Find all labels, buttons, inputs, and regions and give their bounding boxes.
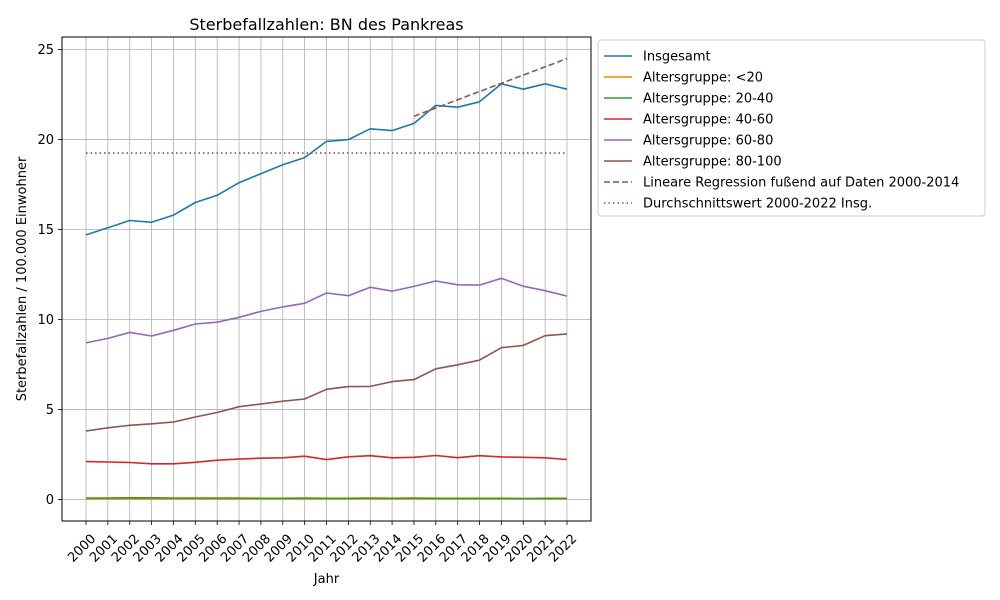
legend-label: Lineare Regression fußend auf Daten 2000… (643, 176, 959, 191)
legend-label: Altersgruppe: 80-100 (643, 155, 782, 170)
legend: Insgesamt Altersgruppe: <20 Altersgruppe: … (597, 39, 986, 217)
legend-label: Durchschnittswert 2000-2022 Insg. (643, 197, 872, 212)
chart-title: Sterbefallzahlen: BN des Pankreas (189, 15, 463, 34)
legend-label: Altersgruppe: 60-80 (643, 134, 773, 149)
legend-label: Insgesamt (643, 50, 711, 65)
legend-label: Altersgruppe: 40-60 (643, 113, 773, 128)
x-axis: 2000200120022003200420052006200720082009… (65, 521, 580, 566)
legend-label: Altersgruppe: <20 (643, 71, 763, 86)
y-tick-label: 15 (37, 223, 54, 238)
series-line-5 (85, 333, 568, 432)
y-tick-label: 5 (46, 403, 54, 418)
y-tick-label: 0 (46, 493, 54, 508)
y-axis-title: Sterbefallzahlen / 100.000 Einwohner (15, 156, 30, 401)
series-lines (85, 57, 568, 500)
y-tick-label: 20 (37, 133, 54, 148)
series-line-4 (85, 277, 568, 344)
legend-label: Altersgruppe: 20-40 (643, 92, 773, 107)
legend-box (597, 39, 986, 217)
y-axis: 0 5 10 15 20 25 (37, 43, 62, 508)
series-line-2 (86, 496, 567, 500)
y-tick-label: 10 (37, 313, 54, 328)
grid (62, 37, 591, 521)
x-axis-title: Jahr (313, 572, 340, 587)
series-line-0 (85, 83, 568, 236)
y-tick-label: 25 (37, 43, 54, 58)
series-line-6 (413, 57, 568, 117)
series-line-3 (85, 454, 568, 465)
